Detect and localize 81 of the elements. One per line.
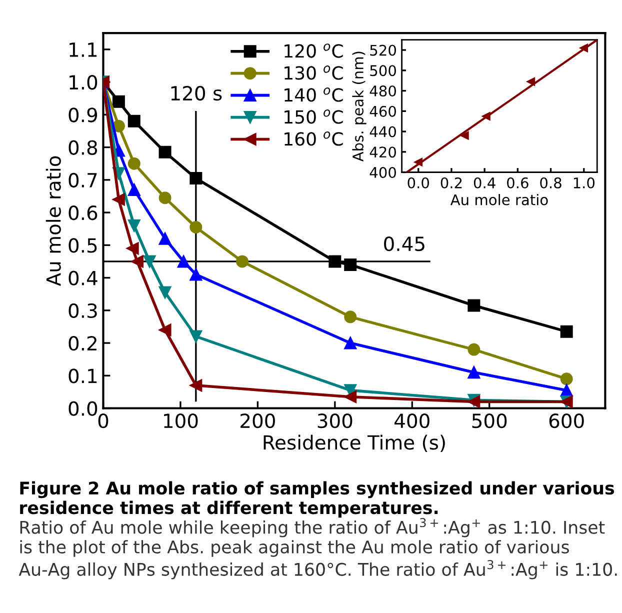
x-tick-label: 600: [549, 413, 584, 428]
x-tick-label: 1.0: [574, 177, 595, 188]
text: Figure 2 Au mole ratio of samples synthesized under various residence times at different temperatures.: [20, 481, 614, 518]
point: [190, 172, 202, 185]
point: [143, 255, 156, 268]
y-tick-label: 0.7: [68, 172, 97, 188]
y-tick-label: 1.0: [70, 74, 98, 90]
y-tick-label: 500: [370, 65, 396, 76]
point: [177, 255, 190, 268]
point: [560, 325, 573, 338]
point: [158, 192, 172, 204]
y-tick-label: 0.5: [68, 238, 97, 253]
point: [344, 310, 357, 324]
point: [344, 258, 357, 271]
legend-label: 140 $^{o}$C: [284, 88, 343, 102]
x-tick-label: 0.8: [540, 177, 562, 188]
point: [560, 372, 573, 386]
y-tick-label: 1.1: [70, 42, 97, 57]
point: [580, 44, 588, 52]
point: [526, 77, 536, 86]
x-tick-label: 0.2: [440, 177, 462, 188]
point: [236, 255, 249, 268]
point: [344, 336, 357, 350]
y-tick-label: 420: [370, 146, 396, 158]
x-tick-label: 300: [318, 413, 352, 428]
y-tick-label: 480: [370, 85, 396, 97]
point: [128, 183, 140, 196]
y-tick-label: 0.9: [68, 108, 98, 122]
point: [190, 268, 202, 281]
x-axis-title: Residence Time (s): [264, 434, 445, 452]
x-tick-label: 400: [394, 413, 430, 428]
x-tick-label: 0.4: [474, 177, 496, 188]
x-tick-label: 100: [164, 413, 198, 428]
legend-label: 120 $^{o}$C: [284, 44, 343, 58]
y-tick-label: 0.2: [68, 336, 96, 351]
point: [468, 343, 480, 356]
y-axis-title: Au mole ratio: [46, 156, 61, 286]
point: [126, 242, 139, 255]
y-tick-label: 0.4: [68, 270, 98, 286]
text: Ratio of Au mole while keeping the ratio of Au$^{3+}$:Ag$^{+}$ as 1:10. Inset is the plot of the Abs. peak against the Au mole ratio of various Au-Ag alloy NPs synthesized at 160°C. The ratio of Au$^{3+}$:Ag$^{+}$ is 1:10.: [18, 518, 617, 580]
x-tick-label: 0.0: [408, 177, 429, 188]
y-tick-label: 520: [370, 44, 396, 56]
point: [482, 112, 490, 120]
x-tick-label: 500: [472, 413, 507, 428]
ref-line-label: 0.45: [384, 236, 424, 252]
y-tick-label: 0.6: [68, 205, 98, 220]
point: [158, 146, 172, 158]
point: [158, 324, 172, 336]
x-tick-label: 200: [240, 413, 275, 428]
x-tick-label: 0: [98, 413, 108, 428]
point: [190, 330, 202, 343]
y-tick-label: 0.8: [68, 140, 98, 155]
x-axis-title: Au mole ratio: [450, 194, 548, 206]
point: [460, 131, 469, 140]
point: [128, 157, 140, 170]
point: [468, 299, 480, 312]
y-tick-label: 440: [370, 126, 396, 138]
point: [128, 219, 140, 232]
ref-line-label: 120 s: [171, 86, 222, 101]
y-tick-label: 460: [370, 106, 396, 117]
y-tick-label: 400: [370, 166, 396, 178]
point: [190, 220, 202, 234]
point: [468, 366, 480, 379]
point: [190, 379, 202, 392]
point: [112, 193, 125, 206]
point: [344, 390, 357, 404]
point: [158, 286, 172, 299]
legend-label: 150 $^{o}$C: [284, 110, 343, 124]
y-tick-label: 0.0: [68, 401, 98, 416]
legend-label: 160 $^{o}$C: [284, 132, 343, 146]
point: [158, 232, 172, 245]
point: [128, 114, 140, 128]
point: [414, 158, 423, 166]
y-axis-title: Abs. peak (nm): [352, 52, 366, 162]
y-tick-label: 0.3: [68, 303, 97, 318]
point: [328, 255, 342, 268]
legend-label: 130 $^{o}$C: [284, 66, 343, 80]
point: [112, 95, 125, 108]
point: [130, 255, 144, 268]
y-tick-label: 0.1: [68, 368, 97, 384]
x-tick-label: 0.6: [507, 177, 528, 188]
